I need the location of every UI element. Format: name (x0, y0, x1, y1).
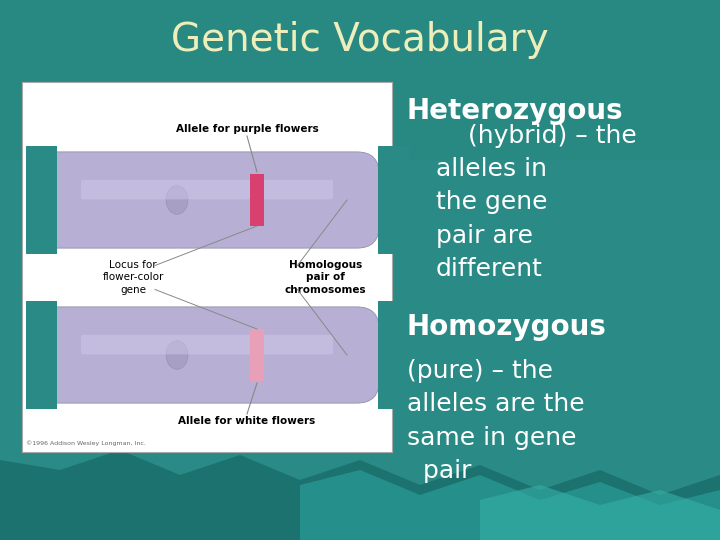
FancyBboxPatch shape (35, 307, 379, 403)
Bar (378, 301, 409, 409)
Polygon shape (0, 450, 720, 540)
Text: Genetic Vocabulary: Genetic Vocabulary (171, 21, 549, 59)
Text: Allele for white flowers: Allele for white flowers (179, 416, 315, 426)
Bar (22, 82, 392, 452)
Bar (26, 146, 57, 254)
Bar (250, 174, 264, 226)
Polygon shape (480, 485, 720, 540)
Text: ©1996 Addison Wesley Longman, Inc.: ©1996 Addison Wesley Longman, Inc. (26, 440, 146, 446)
FancyBboxPatch shape (81, 180, 333, 199)
Text: Heterozygous: Heterozygous (407, 97, 624, 125)
Text: (pure) – the
alleles are the
same in gene
  pair: (pure) – the alleles are the same in gen… (407, 359, 585, 483)
FancyBboxPatch shape (81, 335, 333, 354)
Ellipse shape (166, 186, 188, 214)
Text: Homozygous: Homozygous (407, 313, 607, 341)
Text: Locus for
flower-color
gene: Locus for flower-color gene (102, 260, 163, 295)
Text: (hybrid) – the
alleles in
the gene
pair are
different: (hybrid) – the alleles in the gene pair … (436, 124, 636, 281)
Text: Allele for purple flowers: Allele for purple flowers (176, 124, 318, 134)
Ellipse shape (166, 341, 188, 369)
FancyBboxPatch shape (35, 152, 379, 248)
Bar (250, 329, 264, 381)
Bar (0, 0, 720, 160)
Polygon shape (300, 470, 720, 540)
Bar (26, 301, 57, 409)
Text: Homologous
pair of
chromosomes: Homologous pair of chromosomes (284, 260, 366, 295)
Bar (378, 146, 409, 254)
